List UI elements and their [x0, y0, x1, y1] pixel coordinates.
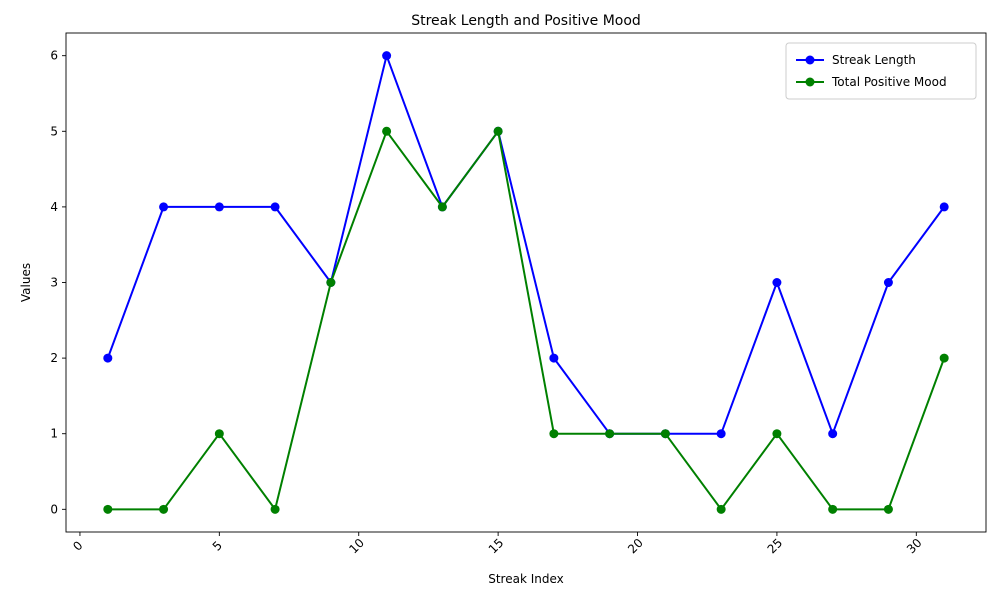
- x-axis-title: Streak Index: [488, 572, 564, 586]
- data-point-streak-length: [716, 429, 726, 439]
- data-point-streak-length: [103, 353, 113, 363]
- y-tick-label: 4: [50, 200, 58, 214]
- data-point-total-positive-mood: [270, 504, 280, 514]
- data-point-streak-length: [772, 278, 782, 287]
- data-point-total-positive-mood: [382, 126, 392, 136]
- data-point-streak-length: [939, 202, 949, 212]
- data-point-streak-length: [883, 278, 893, 287]
- data-point-total-positive-mood: [159, 504, 169, 514]
- y-tick-label: 1: [50, 427, 58, 441]
- data-point-total-positive-mood: [939, 353, 949, 363]
- data-point-streak-length: [159, 202, 169, 212]
- y-tick-label: 6: [50, 49, 58, 63]
- data-point-streak-length: [382, 51, 392, 61]
- data-point-total-positive-mood: [493, 126, 503, 136]
- series-line-streak-length: [106, 54, 945, 435]
- data-point-total-positive-mood: [549, 429, 559, 439]
- data-point-total-positive-mood: [883, 504, 893, 514]
- y-tick-label: 2: [50, 351, 58, 365]
- legend: Streak Length Total Positive Mood: [785, 42, 977, 100]
- data-point-streak-length: [828, 429, 838, 439]
- data-point-streak-length: [270, 202, 280, 212]
- data-point-total-positive-mood: [326, 278, 336, 287]
- y-tick-label: 5: [50, 124, 58, 138]
- y-axis-title: Values: [19, 263, 33, 302]
- chart-title: Streak Length and Positive Mood: [411, 13, 641, 29]
- data-point-total-positive-mood: [605, 429, 615, 439]
- legend-box: [785, 42, 977, 100]
- data-point-total-positive-mood: [214, 429, 224, 439]
- series-line-total-positive-mood: [107, 130, 946, 511]
- data-point-total-positive-mood: [716, 504, 726, 514]
- legend-label-streak-length: Streak Length: [832, 53, 916, 67]
- legend-marker-streak-length: [805, 55, 815, 65]
- data-point-streak-length: [214, 202, 224, 212]
- data-point-streak-length: [549, 353, 559, 363]
- data-point-total-positive-mood: [828, 504, 838, 514]
- data-point-total-positive-mood: [772, 429, 782, 439]
- data-point-total-positive-mood: [437, 202, 447, 212]
- legend-label-total-positive-mood: Total Positive Mood: [831, 75, 947, 89]
- data-point-total-positive-mood: [660, 429, 670, 439]
- data-point-total-positive-mood: [103, 504, 113, 514]
- y-tick-label: 3: [50, 276, 58, 290]
- y-tick-label: 0: [50, 502, 58, 516]
- legend-marker-total-positive-mood: [805, 77, 815, 87]
